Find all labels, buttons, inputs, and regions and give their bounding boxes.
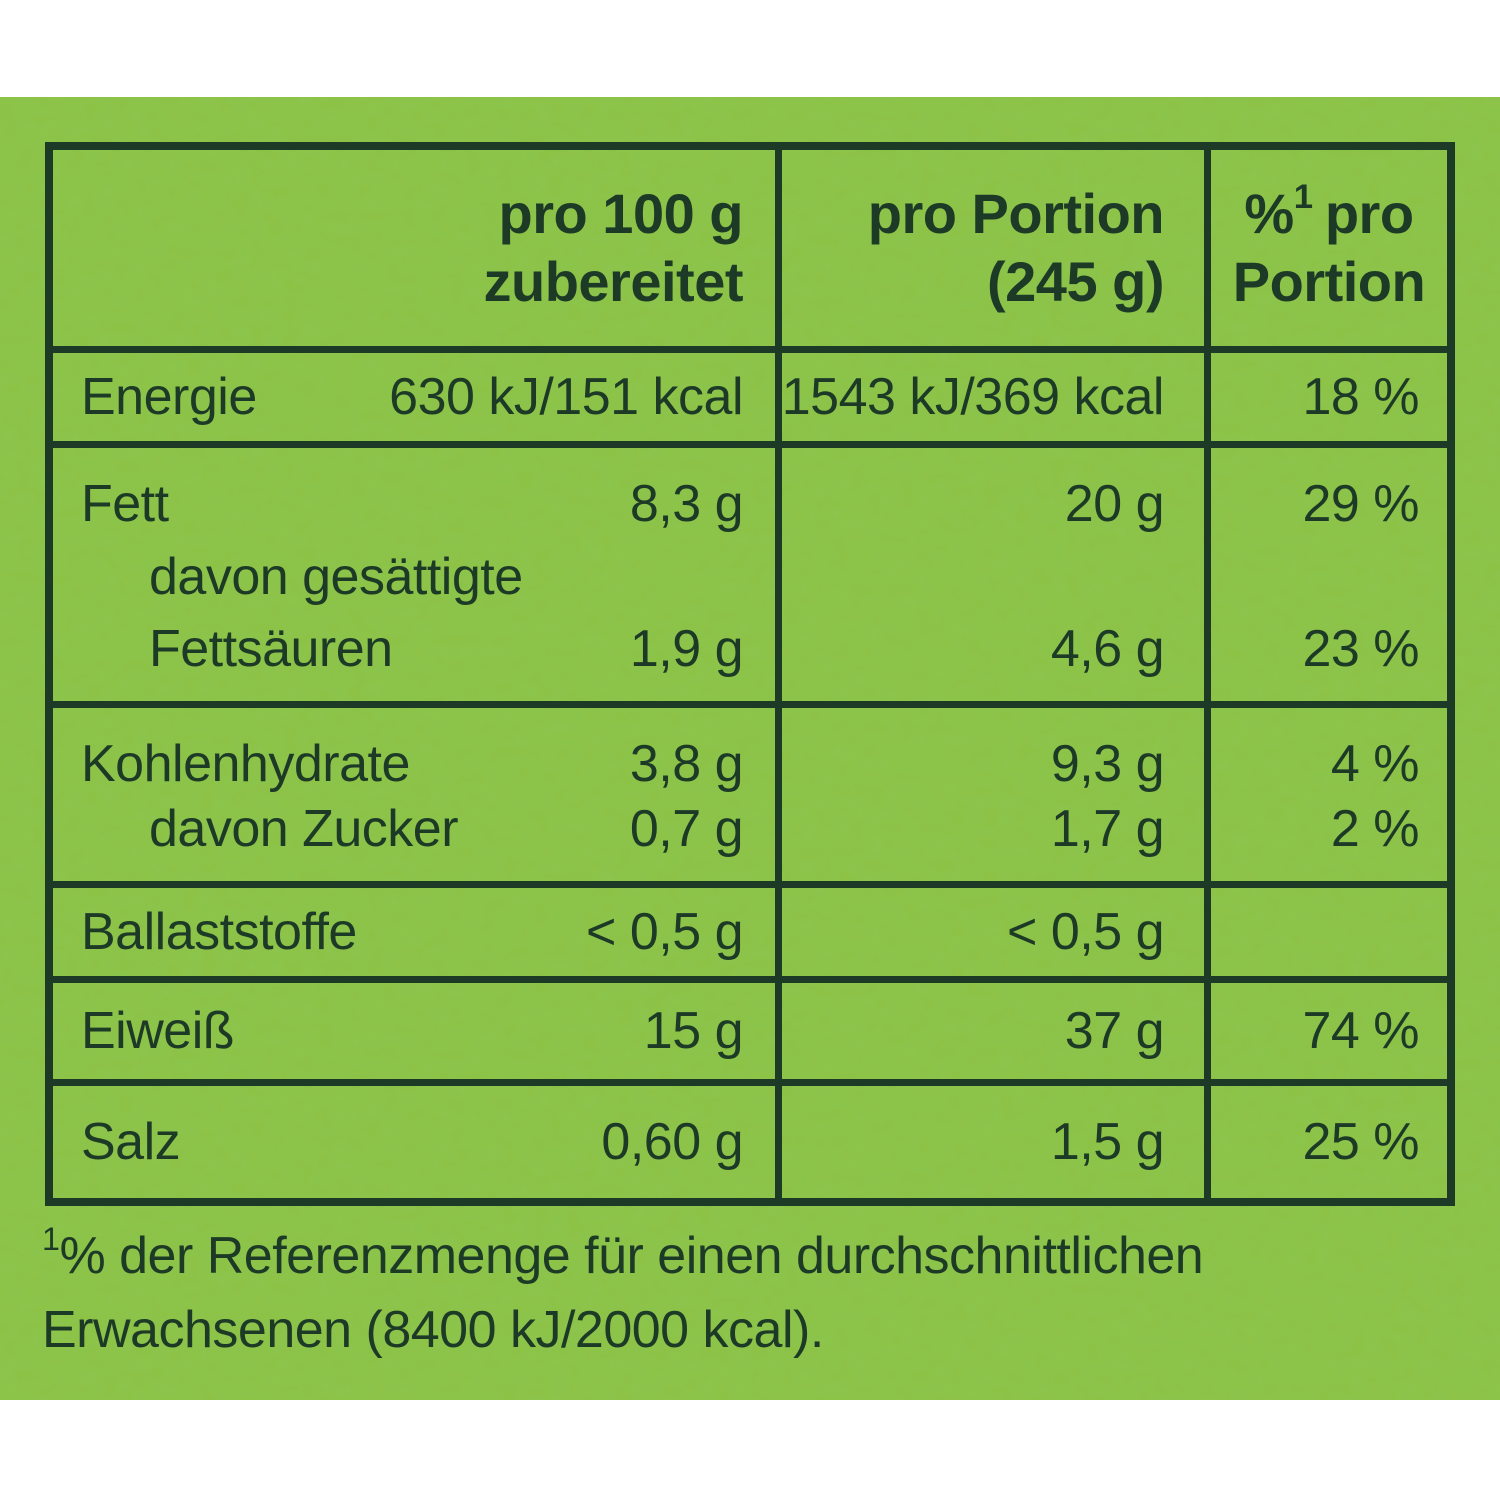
kohlenhydrate-portion-cell: 9,3 g 1,7 g [775, 708, 1204, 881]
ballaststoffe-portion-value: < 0,5 g [775, 888, 1204, 976]
row-ballaststoffe: Ballaststoffe < 0,5 g < 0,5 g [53, 888, 1447, 983]
eiweiss-portion-value: 37 g [775, 983, 1204, 1079]
energie-pct-value: 18 % [1204, 353, 1447, 441]
kohlenhydrate-portion-value: 9,3 g [1050, 735, 1165, 793]
salz-label: Salz [81, 1113, 181, 1171]
percent-symbol: % [1244, 182, 1294, 245]
fettsaeuren-label-line2: Fettsäuren [149, 620, 393, 678]
footnote-text1: % der Referenzmenge für einen durchschni… [59, 1227, 1204, 1285]
eiweiss-pct-value: 74 % [1204, 983, 1447, 1079]
fettsaeuren-pct-value: 23 % [1302, 620, 1419, 678]
fettsaeuren-per100-value: 1,9 g [629, 620, 744, 678]
header-pct-pro: pro [1324, 182, 1414, 245]
eiweiss-per100-value: 15 g [643, 1002, 744, 1060]
fett-portion-cell: 20 g 4,6 g [775, 448, 1204, 701]
salz-cell: Salz 0,60 g [53, 1086, 775, 1198]
kohlenhydrate-cell: Kohlenhydrate 3,8 g davon Zucker 0,7 g [53, 708, 775, 881]
zucker-per100-value: 0,7 g [629, 800, 744, 858]
salz-per100-value: 0,60 g [601, 1113, 743, 1171]
row-salz: Salz 0,60 g 1,5 g 25 % [53, 1086, 1447, 1198]
fettsaeuren-label-line1: davon gesättigte [149, 547, 523, 606]
row-energie: Energie 630 kJ/151 kcal 1543 kJ/369 kcal… [53, 353, 1447, 448]
salz-pct-value: 25 % [1204, 1086, 1447, 1198]
ballaststoffe-label: Ballaststoffe [81, 903, 357, 961]
header-per-100g: pro 100 g zubereitet [53, 150, 775, 346]
footnote-line2: Erwachsenen (8400 kJ/2000 kcal). [42, 1301, 824, 1359]
header-percent-portion: %1 pro Portion [1204, 150, 1447, 346]
energie-portion-value: 1543 kJ/369 kcal [775, 353, 1204, 441]
kohlenhydrate-pct-cell: 4 % 2 % [1204, 708, 1447, 881]
fett-per100-value: 8,3 g [629, 475, 744, 533]
nutrition-table: pro 100 g zubereitet pro Portion (245 g)… [45, 142, 1455, 1206]
header-per100-line2: zubereitet [483, 250, 744, 313]
fettsaeuren-portion-value: 4,6 g [1050, 620, 1165, 678]
header-portion-line2: (245 g) [987, 250, 1165, 313]
header-pct-line2: Portion [1232, 250, 1426, 313]
header-pct-line1: %1 pro [1244, 178, 1414, 248]
ballaststoffe-pct-value [1204, 888, 1447, 976]
footnote: 1% der Referenzmenge für einen durchschn… [42, 1219, 1462, 1367]
footnote-marker: 1 [1293, 178, 1313, 217]
energie-cell: Energie 630 kJ/151 kcal [53, 353, 775, 441]
energie-label: Energie [81, 368, 257, 426]
fett-portion-value: 20 g [1064, 475, 1165, 533]
ballaststoffe-per100-value: < 0,5 g [586, 903, 743, 961]
label-panel: pro 100 g zubereitet pro Portion (245 g)… [0, 97, 1500, 1400]
kohlenhydrate-label: Kohlenhydrate [81, 735, 410, 793]
row-kohlenhydrate: Kohlenhydrate 3,8 g davon Zucker 0,7 g 9… [53, 708, 1447, 888]
zucker-pct-value: 2 % [1330, 800, 1420, 858]
header-portion-line1: pro Portion [867, 182, 1165, 245]
eiweiss-cell: Eiweiß 15 g [53, 983, 775, 1079]
salz-portion-value: 1,5 g [775, 1086, 1204, 1198]
eiweiss-label: Eiweiß [81, 1002, 235, 1060]
footnote-line1: 1% der Referenzmenge für einen durchschn… [42, 1219, 1462, 1293]
header-per-portion: pro Portion (245 g) [775, 150, 1204, 346]
fett-cell: Fett 8,3 g davon gesättigte Fettsäuren 1… [53, 448, 775, 701]
kohlenhydrate-pct-value: 4 % [1330, 735, 1420, 793]
row-fett: Fett 8,3 g davon gesättigte Fettsäuren 1… [53, 448, 1447, 708]
kohlenhydrate-per100-value: 3,8 g [629, 735, 744, 793]
fett-pct-cell: 29 % 23 % [1204, 448, 1447, 701]
ballaststoffe-cell: Ballaststoffe < 0,5 g [53, 888, 775, 976]
energie-per100-value: 630 kJ/151 kcal [389, 368, 743, 426]
header-per100-line1: pro 100 g [498, 182, 744, 245]
zucker-label: davon Zucker [149, 800, 459, 858]
footnote-sup: 1 [42, 1220, 60, 1257]
zucker-portion-value: 1,7 g [1050, 800, 1165, 858]
fett-pct-value: 29 % [1302, 475, 1419, 533]
header-row: pro 100 g zubereitet pro Portion (245 g)… [53, 150, 1447, 353]
fett-label: Fett [81, 475, 169, 533]
paper-texture [0, 97, 1500, 1400]
row-eiweiss: Eiweiß 15 g 37 g 74 % [53, 983, 1447, 1086]
